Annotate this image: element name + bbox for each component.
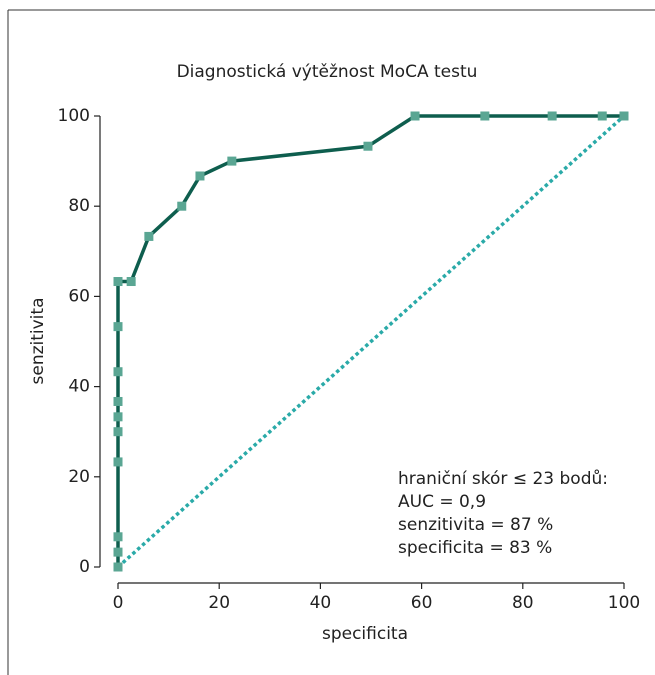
point	[126, 277, 136, 287]
frame	[7, 9, 655, 675]
y-tick-label: 20	[68, 467, 90, 487]
annotation: specificita = 83 %	[398, 538, 552, 558]
point	[619, 111, 629, 121]
point	[410, 111, 420, 121]
y-tick-label: 0	[79, 557, 90, 577]
point	[547, 111, 557, 121]
point	[113, 547, 123, 557]
x-tick-label: 60	[411, 593, 433, 613]
annotation: senzitivita = 87 %	[398, 515, 553, 535]
point	[113, 277, 123, 287]
point	[113, 532, 123, 542]
annotation: hraniční skór ≤ 23 bodů:	[398, 469, 608, 489]
x-tick-label: 80	[512, 593, 534, 613]
point	[195, 171, 205, 181]
annotation: AUC = 0,9	[398, 492, 486, 512]
point	[480, 111, 490, 121]
point	[113, 562, 123, 572]
point	[113, 322, 123, 332]
point	[113, 427, 123, 437]
point	[177, 201, 187, 211]
y-axis-label: senzitivita	[28, 298, 48, 385]
x-axis-label: specificita	[322, 624, 408, 644]
y-tick-label: 100	[58, 106, 90, 126]
reference-line	[116, 114, 626, 569]
point	[363, 141, 373, 151]
y-tick-label: 80	[68, 196, 90, 216]
point	[113, 367, 123, 377]
x-tick-label: 100	[608, 593, 640, 613]
point	[597, 111, 607, 121]
y-tick-label: 60	[68, 286, 90, 306]
x-tick-label: 40	[310, 593, 332, 613]
x-tick-label: 0	[113, 593, 124, 613]
point	[144, 231, 154, 241]
point	[113, 457, 123, 467]
chart-title: Diagnostická výtěžnost MoCA testu	[177, 62, 478, 82]
y-tick-label: 40	[68, 377, 90, 397]
point	[227, 156, 237, 166]
point	[113, 412, 123, 422]
x-tick-label: 20	[208, 593, 230, 613]
point	[113, 396, 123, 406]
